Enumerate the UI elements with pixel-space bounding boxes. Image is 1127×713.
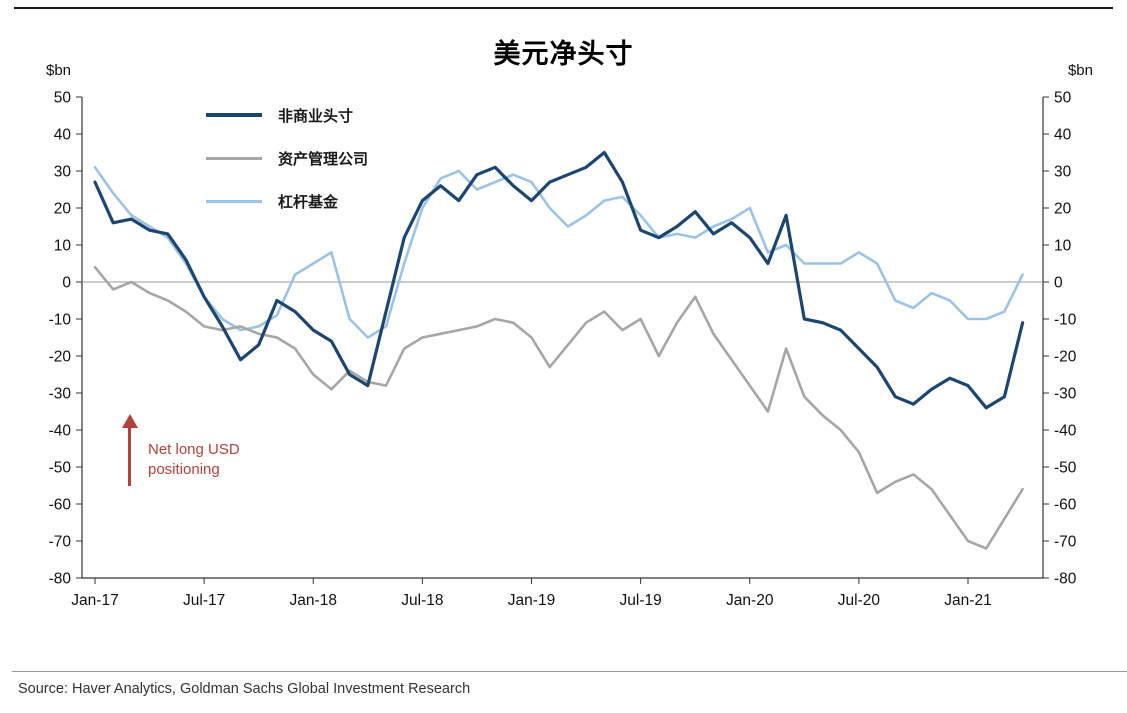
svg-text:-20: -20: [1054, 349, 1077, 366]
legend-label-noncommercial: 非商业头寸: [278, 107, 354, 125]
svg-text:Jan-20: Jan-20: [726, 592, 774, 609]
svg-text:10: 10: [1054, 238, 1072, 255]
legend-swatch-leveraged-funds: [206, 199, 262, 203]
y-axis-unit-right: $bn: [1067, 62, 1093, 79]
legend: 非商业头寸 资产管理公司 杠杆基金: [206, 106, 369, 211]
svg-text:20: 20: [54, 201, 72, 218]
svg-text:Jul-18: Jul-18: [401, 592, 443, 609]
legend-item-asset-managers: 资产管理公司: [206, 149, 369, 168]
svg-text:-30: -30: [1054, 386, 1077, 403]
legend-swatch-asset-managers: [206, 156, 262, 160]
svg-text:40: 40: [1054, 127, 1072, 144]
svg-text:-80: -80: [49, 571, 72, 588]
svg-text:-50: -50: [49, 460, 72, 477]
svg-text:40: 40: [54, 127, 72, 144]
top-rule: [14, 7, 1113, 9]
svg-text:-60: -60: [49, 497, 72, 514]
up-arrow-icon: [122, 414, 138, 428]
svg-text:-70: -70: [1054, 534, 1077, 551]
legend-swatch-noncommercial: [206, 113, 262, 117]
annotation-line-2: positioning: [148, 461, 220, 478]
svg-text:20: 20: [1054, 201, 1072, 218]
annotation-text: Net long USD positioning: [148, 440, 240, 480]
svg-text:50: 50: [54, 90, 72, 107]
svg-text:-50: -50: [1054, 460, 1077, 477]
legend-label-asset-managers: 资产管理公司: [278, 150, 369, 168]
annotation-line-1: Net long USD: [148, 441, 240, 458]
svg-text:30: 30: [54, 164, 72, 181]
svg-text:-10: -10: [1054, 312, 1077, 329]
svg-text:Jul-19: Jul-19: [620, 592, 662, 609]
source-divider: [12, 671, 1127, 672]
svg-text:Jan-17: Jan-17: [71, 592, 118, 609]
svg-text:0: 0: [1054, 275, 1063, 292]
svg-text:Jan-19: Jan-19: [508, 592, 555, 609]
svg-text:-40: -40: [49, 423, 72, 440]
legend-item-leveraged-funds: 杠杆基金: [206, 192, 368, 211]
svg-text:10: 10: [54, 238, 72, 255]
svg-text:-80: -80: [1054, 571, 1077, 588]
up-arrow-shaft: [128, 426, 131, 486]
svg-text:Jul-20: Jul-20: [838, 592, 881, 609]
svg-text:-30: -30: [49, 386, 72, 403]
svg-text:50: 50: [1054, 90, 1072, 107]
chart-title: 美元净头寸: [493, 39, 634, 69]
y-axis-unit-left: $bn: [46, 62, 72, 79]
svg-text:0: 0: [62, 275, 71, 292]
source-text: Source: Haver Analytics, Goldman Sachs G…: [18, 681, 471, 697]
svg-text:Jan-18: Jan-18: [290, 592, 337, 609]
svg-text:Jul-17: Jul-17: [183, 592, 225, 609]
legend-label-leveraged-funds: 杠杆基金: [278, 193, 339, 211]
svg-text:-20: -20: [49, 349, 72, 366]
svg-text:-60: -60: [1054, 497, 1077, 514]
svg-text:-70: -70: [49, 534, 72, 551]
svg-text:30: 30: [1054, 164, 1072, 181]
svg-text:Jan-21: Jan-21: [944, 592, 991, 609]
svg-text:-40: -40: [1054, 423, 1077, 440]
legend-item-noncommercial: 非商业头寸: [206, 106, 368, 125]
svg-text:-10: -10: [49, 312, 72, 329]
